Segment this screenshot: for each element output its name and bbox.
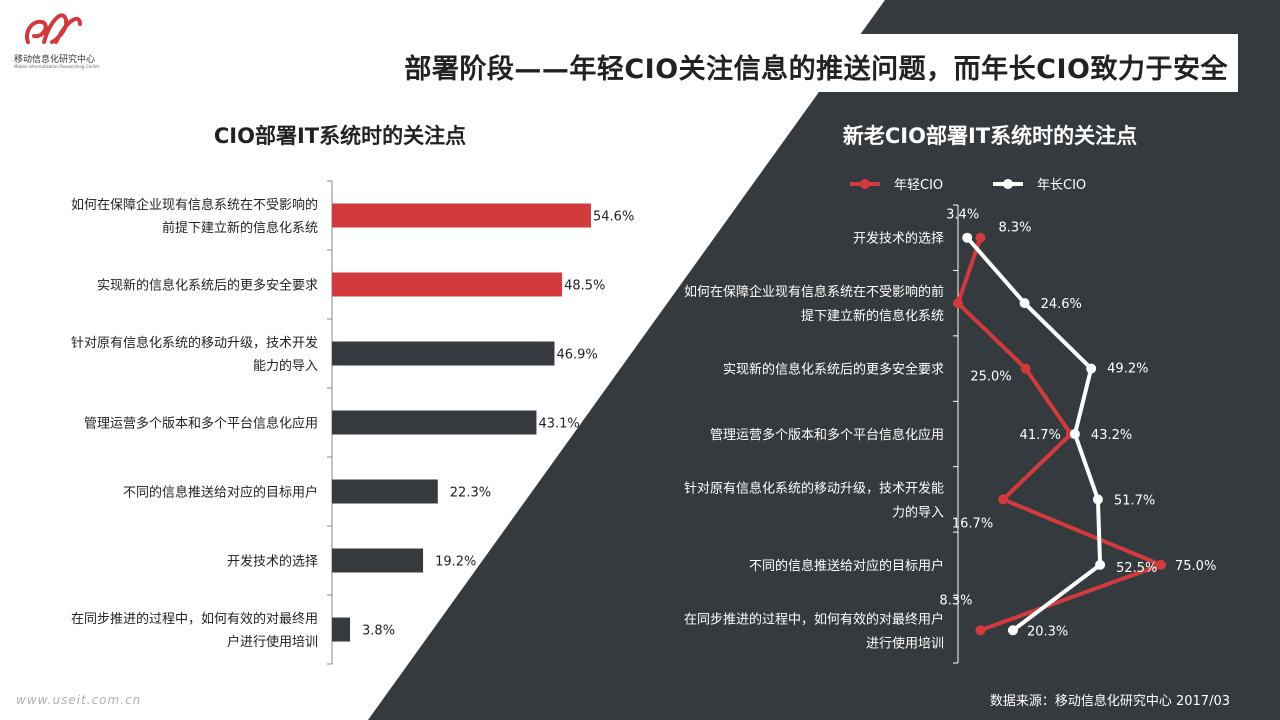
series-value-label: 41.7% xyxy=(1020,428,1061,443)
watermark: www.useit.com.cn xyxy=(16,693,142,707)
line-category-label: 如何在保障企业现有信息系统在不受影响的前 xyxy=(684,284,944,300)
bar-category-label: 如何在保障企业现有信息系统在不受影响的 xyxy=(71,197,318,213)
bar-category-label: 针对原有信息化系统的移动升级，技术开发 xyxy=(71,335,318,351)
line-category-label: 开发技术的选择 xyxy=(853,231,944,247)
bar-value-label: 54.6% xyxy=(593,210,634,225)
series-value-label: 52.5% xyxy=(1116,561,1157,576)
bar-category-label: 不同的信息推送给对应的目标用户 xyxy=(123,485,318,501)
bar-category-label: 户进行使用培训 xyxy=(227,634,318,650)
series-point xyxy=(998,494,1009,505)
logo: 移动信息化研究中心 Mobile Informatization Researc… xyxy=(6,6,126,70)
logo-mark-icon xyxy=(25,13,82,44)
series-value-label: 43.2% xyxy=(1091,428,1132,443)
bar-value-label: 22.3% xyxy=(450,486,491,501)
bar-category-label: 能力的导入 xyxy=(253,358,318,374)
series-value-label: 75.0% xyxy=(1175,559,1216,574)
series-value-label: 24.6% xyxy=(1041,297,1082,312)
legend-label: 年轻CIO xyxy=(894,178,943,193)
line-category-label: 实现新的信息化系统后的更多安全要求 xyxy=(723,362,944,378)
line-category-label: 不同的信息推送给对应的目标用户 xyxy=(749,558,944,574)
series-value-label: 8.3% xyxy=(998,221,1031,236)
legend-label: 年长CIO xyxy=(1037,178,1086,193)
series-point xyxy=(1095,559,1106,570)
bar-category-label: 前提下建立新的信息化系统 xyxy=(162,220,318,236)
series-value-label: 25.0% xyxy=(970,370,1011,385)
series-point xyxy=(1086,363,1097,374)
line-category-label: 针对原有信息化系统的移动升级，技术开发能 xyxy=(684,480,944,496)
logo-name-cn: 移动信息化研究中心 xyxy=(14,55,96,65)
bar-value-label: 46.9% xyxy=(556,348,597,363)
line-chart-title: 新老CIO部署IT系统时的关注点 xyxy=(842,124,1138,148)
line-category-label: 提下建立新的信息化系统 xyxy=(801,308,944,324)
bar xyxy=(332,617,351,642)
legend-swatch-marker xyxy=(1003,179,1013,189)
line-category-label: 力的导入 xyxy=(892,504,944,520)
dark-panel xyxy=(368,0,1280,720)
bar xyxy=(332,479,438,504)
series-value-label: 8.3% xyxy=(939,593,972,608)
series-point xyxy=(975,232,986,243)
bar-category-label: 实现新的信息化系统后的更多安全要求 xyxy=(97,278,318,294)
series-point xyxy=(1069,429,1080,439)
series-value-label: 20.3% xyxy=(1027,624,1068,639)
series-point xyxy=(1156,559,1166,570)
legend-swatch-marker xyxy=(860,179,870,189)
bar xyxy=(332,272,563,297)
source-note: 数据来源：移动信息化研究中心 2017/03 xyxy=(989,694,1230,709)
series-point xyxy=(1019,298,1030,309)
series-point xyxy=(1092,494,1103,505)
bar xyxy=(332,548,424,573)
bar-category-label: 在同步推进的过程中，如何有效的对最终用 xyxy=(71,611,318,627)
bar-chart-title: CIO部署IT系统时的关注点 xyxy=(213,124,467,148)
bar xyxy=(332,341,555,366)
series-point xyxy=(962,232,973,243)
bar-value-label: 43.1% xyxy=(538,417,579,432)
series-value-label: 49.2% xyxy=(1107,362,1148,377)
series-point xyxy=(1007,625,1018,636)
logo-name-en: Mobile Informatization Researching Cente… xyxy=(14,64,100,69)
series-value-label: 51.7% xyxy=(1114,493,1155,508)
series-point xyxy=(953,298,963,309)
bar xyxy=(332,203,591,228)
series-value-label: 3.4% xyxy=(946,208,979,223)
bar-value-label: 48.5% xyxy=(564,279,605,294)
page-title: 部署阶段——年轻CIO关注信息的推送问题，而年长CIO致力于安全 xyxy=(200,34,1238,92)
bar-value-label: 19.2% xyxy=(435,555,476,570)
bar xyxy=(332,410,537,435)
line-category-label: 在同步推进的过程中，如何有效的对最终用户 xyxy=(684,611,944,627)
bar-value-label: 3.8% xyxy=(362,624,395,639)
bar-category-label: 开发技术的选择 xyxy=(227,554,318,570)
series-point xyxy=(975,625,986,636)
series-value-label: 16.7% xyxy=(952,516,993,531)
line-category-label: 管理运营多个版本和多个平台信息化应用 xyxy=(710,427,944,443)
bar-category-label: 管理运营多个版本和多个平台信息化应用 xyxy=(84,416,318,432)
line-category-label: 进行使用培训 xyxy=(866,635,944,651)
series-point xyxy=(1020,363,1031,374)
